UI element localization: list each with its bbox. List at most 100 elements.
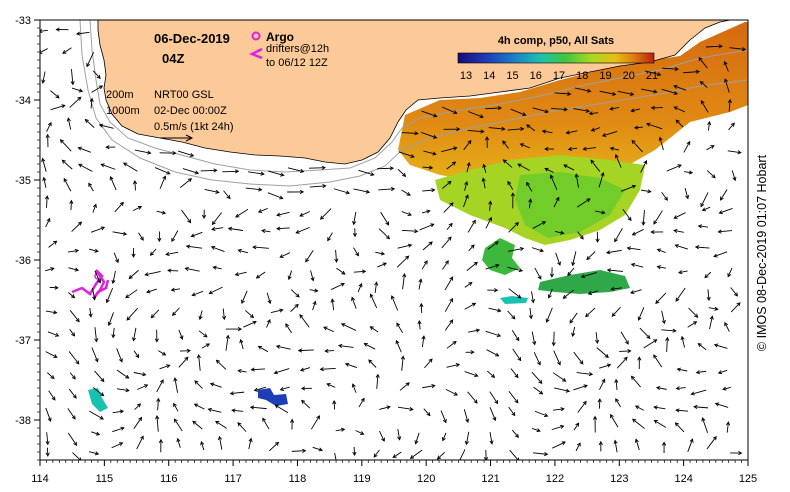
current-arrow (69, 96, 82, 108)
current-arrow (575, 442, 581, 452)
current-arrow (545, 307, 553, 323)
current-arrow (375, 251, 386, 256)
current-arrow (146, 288, 157, 294)
current-arrow (457, 449, 466, 460)
current-arrow (463, 409, 470, 424)
current-arrow (730, 287, 739, 297)
current-arrow (45, 133, 50, 148)
current-arrow (532, 451, 549, 457)
current-arrow (444, 319, 454, 331)
current-arrow (464, 371, 479, 378)
current-arrow (422, 188, 436, 193)
current-arrow (489, 431, 494, 445)
current-arrow (133, 416, 143, 430)
current-arrow (204, 188, 220, 194)
current-arrow (397, 428, 402, 441)
current-arrow (223, 190, 231, 200)
current-arrow (599, 363, 612, 369)
current-arrow (132, 205, 143, 212)
current-arrow (222, 169, 240, 174)
current-arrow (402, 273, 407, 290)
current-arrow (192, 420, 203, 430)
current-arrow (109, 175, 117, 191)
current-arrow (395, 339, 402, 353)
current-arrow (620, 184, 637, 192)
current-arrow (45, 310, 58, 315)
current-arrow (442, 180, 452, 189)
lon-tick-label: 116 (160, 473, 178, 485)
lon-tick-label: 121 (481, 473, 499, 485)
current-arrow (300, 386, 312, 391)
current-arrow (680, 335, 686, 348)
current-arrow (114, 201, 124, 213)
current-arrow (656, 265, 666, 270)
current-arrow (511, 429, 519, 439)
current-arrow (253, 386, 267, 392)
current-arrow (730, 302, 741, 313)
sst-swath-warm (398, 22, 748, 190)
current-arrow (190, 231, 203, 238)
current-arrow (75, 31, 90, 36)
current-arrow (414, 432, 420, 445)
current-arrow (723, 60, 729, 72)
current-arrow (724, 321, 730, 332)
current-arrow (134, 149, 152, 155)
current-arrow (598, 172, 605, 188)
current-arrow (297, 348, 314, 353)
current-arrow (417, 320, 422, 330)
current-arrow (445, 388, 459, 396)
current-arrow (229, 391, 245, 396)
current-arrow (330, 282, 345, 290)
current-arrow (705, 44, 723, 49)
current-arrow (553, 196, 560, 208)
current-arrow (528, 307, 533, 320)
current-arrow (718, 208, 733, 215)
current-arrow (41, 71, 46, 84)
current-arrow (231, 408, 244, 413)
current-arrow (165, 251, 179, 256)
current-arrow (287, 167, 305, 173)
current-arrow (88, 248, 99, 253)
current-arrow (555, 252, 561, 266)
current-arrow (66, 117, 72, 130)
current-arrow (369, 326, 379, 333)
current-arrow (552, 441, 566, 449)
current-arrow (105, 145, 116, 150)
current-arrow (622, 208, 632, 222)
current-arrow (173, 402, 179, 412)
colorbar-tick-label: 21 (646, 70, 658, 82)
current-arrow (378, 186, 396, 192)
current-arrow (637, 307, 645, 321)
current-arrow (728, 122, 735, 131)
current-arrow (369, 293, 378, 309)
current-arrow (167, 268, 179, 273)
current-arrow (291, 448, 307, 453)
current-arrow (596, 347, 609, 359)
current-arrow (154, 167, 171, 175)
current-arrow (193, 403, 205, 410)
current-arrow (335, 427, 346, 432)
current-arrow (436, 452, 445, 460)
current-arrow (397, 169, 407, 177)
colorbar-tick-label: 15 (506, 70, 518, 82)
current-arrow (422, 165, 434, 170)
current-arrow (194, 380, 203, 389)
current-arrow (132, 180, 138, 191)
current-arrow (91, 431, 101, 436)
current-arrow (67, 432, 78, 447)
current-arrow (61, 159, 73, 170)
current-arrow (217, 435, 223, 450)
current-arrow (290, 289, 300, 298)
current-arrow (614, 153, 622, 168)
current-arrow (586, 251, 596, 261)
current-arrow (373, 449, 380, 458)
current-arrow (687, 438, 694, 452)
current-arrow (512, 348, 522, 362)
current-arrow (249, 405, 267, 410)
current-arrow (71, 221, 83, 232)
current-arrow (423, 150, 437, 156)
lat-tick-label: -38 (15, 415, 31, 427)
current-arrow (531, 331, 537, 346)
current-arrow (309, 165, 326, 170)
current-arrow (49, 285, 59, 290)
